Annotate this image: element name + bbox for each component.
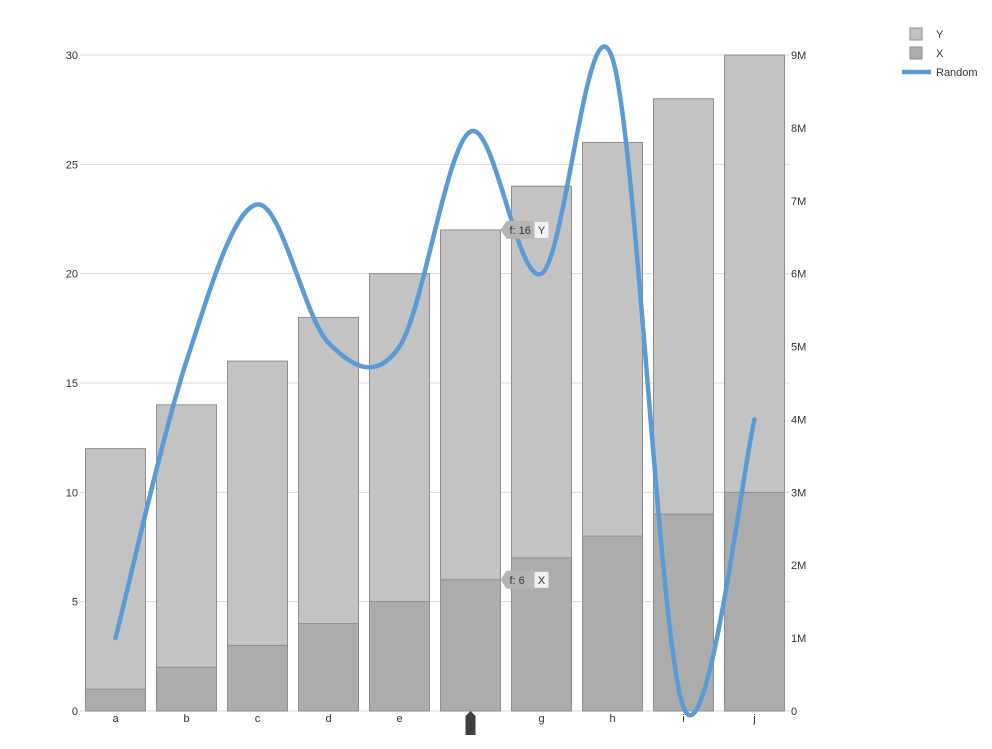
bar-Y-b xyxy=(156,404,217,712)
right-axis-tick-label: 3M xyxy=(791,487,806,499)
x-axis-tick-label: f xyxy=(469,721,473,733)
left-axis-tick-label: 15 xyxy=(66,378,78,390)
bar-Y-a xyxy=(85,448,146,712)
right-axis-tick-label: 5M xyxy=(791,342,806,354)
right-axis-tick-label: 7M xyxy=(791,196,806,208)
tooltip-value-bg xyxy=(500,570,535,589)
tooltip-value: f: 16 xyxy=(510,225,531,237)
line-series-Random xyxy=(113,44,757,718)
bar-X-f xyxy=(440,579,501,712)
crosshair-label-bg xyxy=(465,711,476,735)
bar-X-c xyxy=(227,644,288,712)
bar-X-e xyxy=(369,601,430,712)
tooltip-Y: f: 16 Y xyxy=(500,220,549,239)
legend-swatch xyxy=(909,27,923,41)
x-axis-tick-label: j xyxy=(752,713,755,725)
left-axis-tick-label: 0 xyxy=(72,706,78,718)
legend-item-X: X xyxy=(909,46,944,60)
left-axis-tick-label: 25 xyxy=(66,159,78,171)
bar-X-h xyxy=(582,535,643,712)
x-axis-tick-label: g xyxy=(538,713,544,725)
legend-label: Random xyxy=(936,67,978,79)
legend-swatch xyxy=(909,46,923,60)
right-axis-tick-label: 8M xyxy=(791,123,806,135)
legend: YX Random xyxy=(902,27,978,79)
tooltip-name-bg xyxy=(534,221,549,238)
right-axis-tick-label: 1M xyxy=(791,633,806,645)
left-axis-tick-label: 5 xyxy=(72,597,78,609)
legend-item-Random: Random xyxy=(902,67,978,79)
tooltip-name-bg xyxy=(534,571,549,588)
tooltip-X: f: 6 X xyxy=(500,570,549,589)
left-axis-tick-label: 30 xyxy=(66,50,78,62)
tooltip-series-name: X xyxy=(538,575,546,587)
right-axis-tick-label: 0 xyxy=(791,706,797,718)
x-axis-tick-label: a xyxy=(112,713,119,725)
tooltip-value: f: 6 xyxy=(510,575,525,587)
left-axis-tick-label: 20 xyxy=(66,269,78,281)
legend-label: Y xyxy=(936,29,944,41)
x-axis-tick-label: c xyxy=(255,713,261,725)
tooltip-series-name: Y xyxy=(538,225,546,237)
bar-X-j xyxy=(724,491,785,712)
x-axis-tick-label: h xyxy=(609,713,615,725)
bar-X-b xyxy=(156,666,217,712)
x-axis-tick-label: e xyxy=(396,713,402,725)
tooltip-value-bg xyxy=(500,220,535,239)
x-axis-tick-label: i xyxy=(682,713,684,725)
legend-label: X xyxy=(936,48,944,60)
right-axis-tick-label: 2M xyxy=(791,560,806,572)
left-axis-tick-label: 10 xyxy=(66,487,78,499)
bar-X-a xyxy=(85,688,146,712)
x-axis-tick-label: b xyxy=(183,713,189,725)
legend-item-Y: Y xyxy=(909,27,944,41)
right-axis-tick-label: 4M xyxy=(791,414,806,426)
bar-X-d xyxy=(298,623,359,712)
right-axis-tick-label: 6M xyxy=(791,269,806,281)
x-axis-tick-label: d xyxy=(325,713,331,725)
right-axis-tick-label: 9M xyxy=(791,50,806,62)
